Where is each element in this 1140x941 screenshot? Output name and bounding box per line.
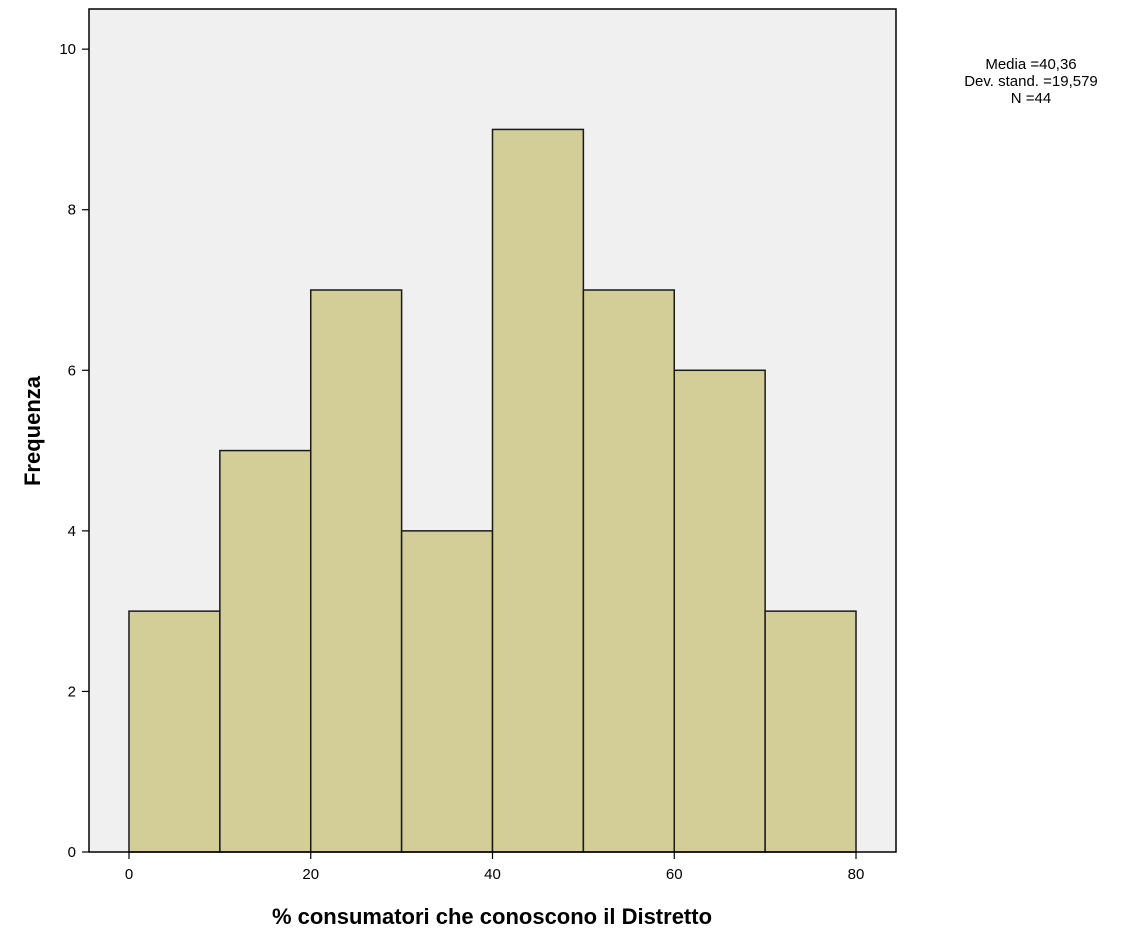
- y-tick-label-5: 10: [59, 41, 76, 58]
- x-axis-title: % consumatori che conoscono il Distretto: [272, 904, 712, 929]
- y-tick-label-3: 6: [68, 362, 76, 379]
- x-tick-label-4: 80: [848, 866, 865, 883]
- axes-group: 0 2 4 6 8 10 0 20 40 60 80: [59, 41, 864, 883]
- histogram-bar-6: [673, 369, 766, 853]
- histogram-bar-7: [764, 610, 857, 853]
- histogram-bar-4: [491, 128, 585, 853]
- y-axis-title: Frequenza: [20, 375, 45, 486]
- histogram-bar-5: [582, 289, 676, 853]
- histogram-bar-1: [219, 449, 312, 853]
- y-tick-label-1: 2: [68, 683, 76, 700]
- plot-frame: [88, 8, 897, 853]
- x-tick-label-1: 20: [302, 866, 319, 883]
- stats-mean: Media =40,36: [985, 56, 1076, 73]
- histogram-bar-0: [128, 610, 221, 853]
- x-tick-label-2: 40: [484, 866, 501, 883]
- x-tick-label-0: 0: [125, 866, 133, 883]
- bars-group: [128, 128, 857, 853]
- y-tick-label-4: 8: [68, 202, 76, 219]
- y-tick-label-2: 4: [68, 523, 76, 540]
- stats-n: N =44: [1011, 90, 1051, 107]
- y-tick-label-0: 0: [68, 844, 76, 861]
- histogram-bar-2: [309, 289, 403, 853]
- histogram-bar-3: [400, 530, 494, 853]
- x-tick-label-3: 60: [666, 866, 683, 883]
- stats-std-dev: Dev. stand. =19,579: [964, 73, 1098, 90]
